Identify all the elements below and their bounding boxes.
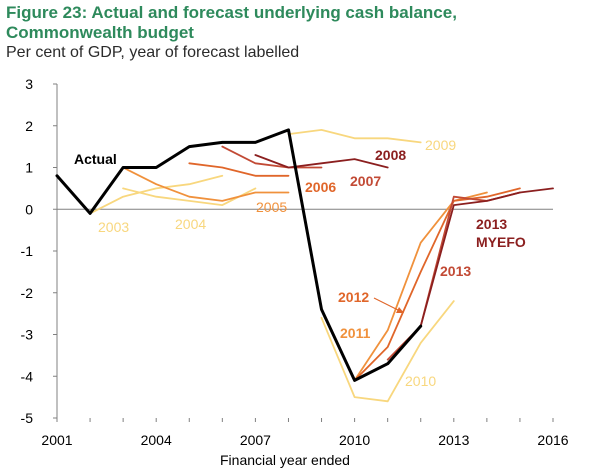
x-tick-label: 2013 bbox=[438, 432, 469, 448]
chart-title-line2: Commonwealth budget bbox=[6, 23, 194, 42]
y-tick-label: -4 bbox=[21, 368, 34, 384]
series-label: 2003 bbox=[98, 219, 129, 235]
y-tick-label: 3 bbox=[25, 76, 33, 92]
series-label-line2: MYEFO bbox=[476, 234, 526, 250]
series-label: 2007 bbox=[350, 173, 381, 189]
arrow-2012-head bbox=[396, 307, 404, 313]
series-labels: Actual 2003 2004 2005 2006 2007 2008 2009 2010 20… bbox=[74, 137, 526, 389]
y-tick-label: 2 bbox=[25, 118, 33, 134]
arrows bbox=[373, 297, 404, 313]
x-tick-label: 2010 bbox=[339, 432, 370, 448]
y-tick-label: -2 bbox=[21, 285, 34, 301]
series-label: 2009 bbox=[425, 137, 456, 153]
series-line-2009 bbox=[287, 128, 422, 144]
x-tick-label: 2016 bbox=[537, 432, 568, 448]
x-axis-label: Financial year ended bbox=[220, 452, 350, 468]
y-tick-label: 0 bbox=[25, 201, 33, 217]
y-tick-label: 1 bbox=[25, 160, 33, 176]
series-line-2006 bbox=[188, 162, 290, 177]
series-label: 2005 bbox=[256, 199, 287, 215]
series-line-2004 bbox=[122, 187, 257, 207]
series-label: 2004 bbox=[175, 216, 206, 232]
series-line-2011 bbox=[353, 191, 488, 382]
series-label: 2013 bbox=[440, 263, 471, 279]
arrow-2012 bbox=[373, 297, 401, 312]
y-tick-label: -3 bbox=[21, 327, 34, 343]
x-tick-label: 2004 bbox=[141, 432, 172, 448]
x-tick-label: 2007 bbox=[240, 432, 271, 448]
series-line-2007 bbox=[221, 145, 323, 169]
series-line-2003 bbox=[89, 174, 224, 215]
series-label: 2011 bbox=[340, 325, 371, 341]
series-label: 2006 bbox=[305, 179, 336, 195]
y-tick-label: -5 bbox=[21, 410, 34, 426]
chart-title-line1: Figure 23: Actual and forecast underlyin… bbox=[6, 3, 457, 22]
series-label: 2013 bbox=[476, 216, 507, 232]
y-tick-label: -1 bbox=[21, 243, 34, 259]
series-label: Actual bbox=[74, 151, 117, 167]
series-line-2013-myefo bbox=[419, 187, 554, 328]
series-lines bbox=[55, 128, 554, 403]
axes: 3 2 1 0 -1 -2 -3 -4 -5 2001 2004 2007 2010 2013 2016 Fi… bbox=[21, 76, 569, 468]
series-line-2010 bbox=[320, 300, 455, 403]
chart-title: Figure 23: Actual and forecast underlyin… bbox=[6, 3, 457, 43]
series-label: 2012 bbox=[338, 289, 369, 305]
series-label: 2008 bbox=[375, 147, 406, 163]
series-label: 2010 bbox=[405, 373, 436, 389]
series-line-actual bbox=[55, 128, 423, 382]
series-line-2008 bbox=[254, 154, 389, 169]
chart-subtitle: Per cent of GDP, year of forecast labell… bbox=[6, 44, 300, 61]
x-tick-label: 2001 bbox=[41, 432, 72, 448]
series-line-2012 bbox=[353, 187, 521, 382]
series-line-2005 bbox=[122, 166, 290, 202]
